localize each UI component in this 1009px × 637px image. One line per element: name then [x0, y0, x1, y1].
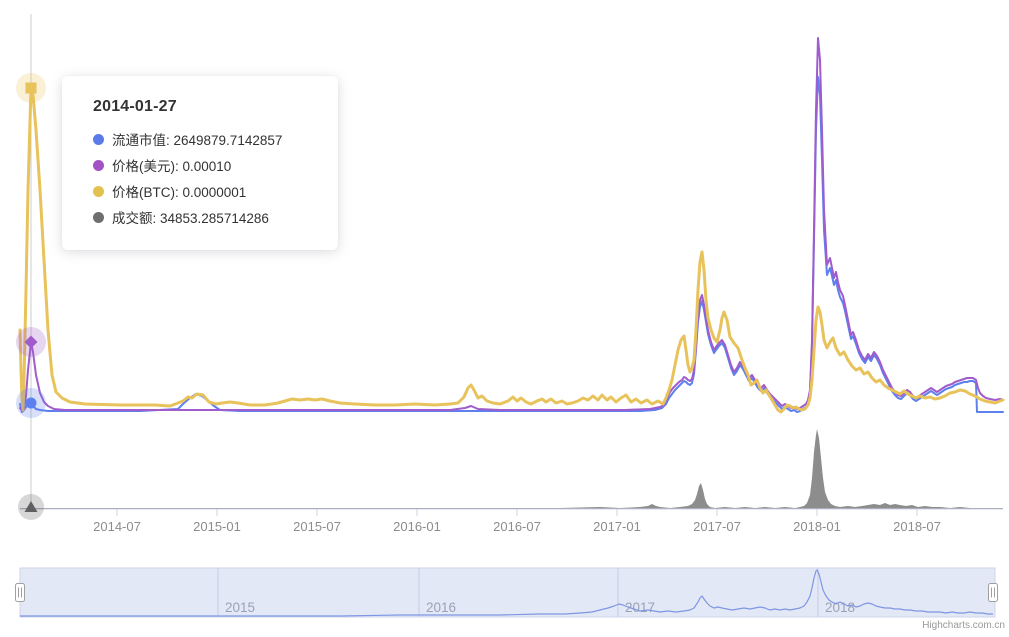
navigator-year-label: 2018 [825, 600, 855, 615]
main-series-group [18, 37, 1005, 414]
tooltip-row: 价格(美元): 0.00010 [93, 152, 320, 178]
x-axis-label: 2015-07 [293, 519, 341, 534]
tooltip-date-title: 2014-01-27 [93, 98, 177, 115]
marker-price-btc-square[interactable] [25, 82, 37, 94]
tooltip-row: 成交额: 34853.285714286 [93, 204, 320, 230]
series-color-dot-icon [93, 133, 104, 145]
navigator-right-handle[interactable] [988, 583, 998, 602]
navigator-group: 2015 2016 2017 2018 [15, 567, 998, 618]
x-axis-label: 2014-07 [93, 519, 141, 534]
marker-volume-triangle[interactable] [24, 501, 38, 512]
x-axis-label: 2017-01 [593, 519, 641, 534]
navigator-year-label: 2016 [426, 600, 456, 615]
markers-group [16, 73, 46, 520]
volume-area-series[interactable] [20, 429, 1003, 509]
x-axis-label: 2016-01 [393, 519, 441, 534]
tooltip-row-text: 成交额: 34853.285714286 [112, 211, 269, 226]
navigator-series-line [20, 569, 993, 617]
tooltip-row: 价格(BTC): 0.0000001 [93, 178, 320, 204]
navigator-left-handle[interactable] [15, 583, 25, 602]
chart-tooltip: 2014-01-27 流通市值: 2649879.7142857 价格(美元): … [62, 76, 338, 250]
navigator-mask-selected[interactable] [19, 567, 996, 618]
volume-series-group [20, 429, 1003, 509]
x-axis-label: 2018-07 [893, 519, 941, 534]
series-color-dot-icon [93, 185, 104, 197]
tooltip-row: 流通市值: 2649879.7142857 [93, 126, 320, 152]
navigator-year-label: 2015 [225, 600, 255, 615]
tooltip-row-text: 价格(美元): 0.00010 [112, 159, 232, 174]
series-color-dot-icon [93, 211, 104, 223]
x-axis-label: 2015-01 [193, 519, 241, 534]
marker-market-cap-circle[interactable] [25, 397, 37, 409]
x-axis-label: 2018-01 [793, 519, 841, 534]
series-color-dot-icon [93, 159, 104, 171]
tooltip-row-text: 价格(BTC): 0.0000001 [112, 185, 247, 200]
series-price-btc-line[interactable] [18, 86, 1005, 414]
x-axis-group: 2014-07 2015-01 2015-07 2016-01 2016-07 2017-… [20, 508, 1003, 534]
highcharts-credit-link[interactable]: Highcharts.com.cn [922, 620, 1005, 631]
x-axis-label: 2016-07 [493, 519, 541, 534]
tooltip-rows: 流通市值: 2649879.7142857 价格(美元): 0.00010 价格(B… [93, 126, 320, 230]
tooltip-row-text: 流通市值: 2649879.7142857 [112, 133, 283, 148]
x-axis-label: 2017-07 [693, 519, 741, 534]
marker-price-usd-diamond[interactable] [24, 335, 38, 349]
navigator-year-label: 2017 [625, 600, 655, 615]
